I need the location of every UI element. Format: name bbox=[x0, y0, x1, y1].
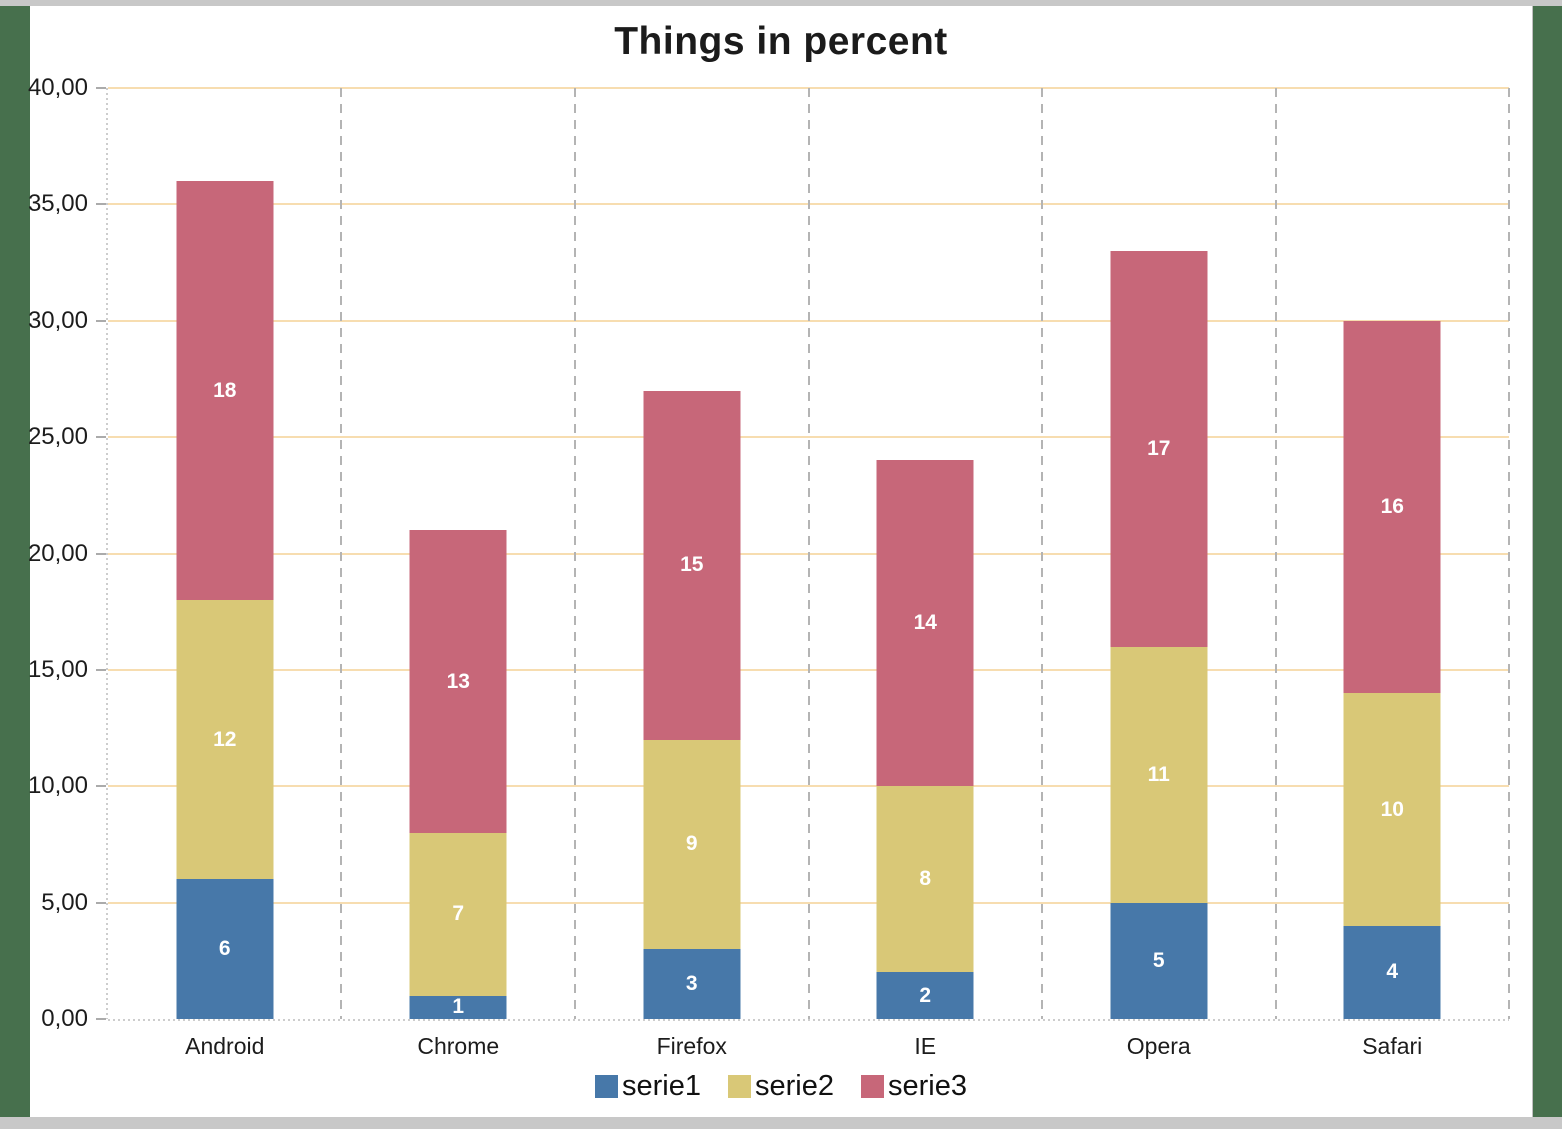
y-axis-tick bbox=[96, 552, 106, 555]
gridline-vertical bbox=[1274, 88, 1277, 1019]
bar-segment-serie2-safari: 10 bbox=[1343, 693, 1441, 926]
x-axis-category-label: Firefox bbox=[656, 1033, 727, 1059]
bar-value-label: 9 bbox=[685, 832, 698, 856]
bar-segment-serie3-android: 18 bbox=[176, 181, 274, 601]
bar-opera: 5 11 17 bbox=[1110, 250, 1208, 1019]
y-axis-tick-label: 30,00 bbox=[27, 306, 88, 334]
bar-chrome: 1 7 13 bbox=[409, 530, 507, 1019]
legend-item-serie2: serie2 bbox=[728, 1070, 834, 1103]
y-axis-tick-label: 25,00 bbox=[27, 423, 88, 451]
bar-firefox: 3 9 15 bbox=[643, 390, 741, 1019]
bar-value-label: 14 bbox=[913, 611, 937, 635]
bar-segment-serie1-android: 6 bbox=[176, 879, 274, 1019]
bar-segment-serie2-firefox: 9 bbox=[643, 739, 741, 950]
bar-safari: 4 10 16 bbox=[1343, 320, 1441, 1019]
x-axis-category-label: Safari bbox=[1362, 1033, 1423, 1059]
bar-segment-serie2-android: 12 bbox=[176, 600, 274, 880]
legend-item-serie1: serie1 bbox=[595, 1070, 701, 1103]
y-axis-tick-label: 20,00 bbox=[27, 539, 88, 567]
chart-title: Things in percent bbox=[614, 20, 948, 63]
y-axis-tick bbox=[96, 668, 106, 671]
legend: serie1 serie2 serie3 bbox=[30, 1070, 1532, 1103]
bar-value-label: 4 bbox=[1386, 960, 1399, 984]
bar-value-label: 2 bbox=[919, 983, 932, 1007]
legend-label: serie2 bbox=[755, 1070, 834, 1102]
bar-value-label: 11 bbox=[1147, 762, 1170, 786]
bottom-strip bbox=[0, 1117, 1562, 1129]
gridline-vertical bbox=[1040, 88, 1043, 1019]
bar-segment-serie3-firefox: 15 bbox=[643, 390, 741, 740]
bar-value-label: 10 bbox=[1380, 797, 1404, 821]
legend-item-serie3: serie3 bbox=[861, 1070, 967, 1103]
y-axis-tick-label: 15,00 bbox=[27, 655, 88, 683]
y-axis-tick bbox=[96, 901, 106, 904]
y-axis-tick bbox=[96, 1018, 106, 1020]
x-axis-category-label: IE bbox=[914, 1033, 937, 1059]
legend-swatch-serie2 bbox=[728, 1075, 751, 1098]
gridline-vertical bbox=[807, 88, 810, 1019]
bar-segment-serie1-ie: 2 bbox=[876, 972, 974, 1019]
y-axis-tick bbox=[96, 87, 106, 89]
gridline-vertical bbox=[1508, 88, 1510, 1019]
bar-value-label: 6 bbox=[218, 937, 231, 961]
y-axis-tick-label: 40,00 bbox=[27, 74, 88, 101]
plot-area: 0,00 5,00 10,00 15,00 20,00 25,00 30,00 35,00 40… bbox=[28, 74, 1510, 1059]
bar-segment-serie3-chrome: 13 bbox=[409, 530, 507, 833]
bar-segment-serie3-safari: 16 bbox=[1343, 320, 1441, 694]
y-axis-tick bbox=[96, 319, 106, 322]
y-axis-line bbox=[106, 88, 108, 1019]
bar-value-label: 15 bbox=[680, 553, 704, 577]
bar-segment-serie3-ie: 14 bbox=[876, 460, 974, 787]
x-axis-category-label: Opera bbox=[1126, 1033, 1191, 1059]
y-axis-tick bbox=[96, 203, 106, 206]
y-axis-tick-label: 5,00 bbox=[41, 888, 88, 916]
legend-swatch-serie1 bbox=[595, 1075, 618, 1098]
y-axis-tick bbox=[96, 436, 106, 439]
bar-value-label: 18 bbox=[213, 378, 237, 402]
bar-value-label: 17 bbox=[1147, 436, 1171, 460]
bar-segment-serie2-opera: 11 bbox=[1110, 646, 1208, 903]
bar-segment-serie3-opera: 17 bbox=[1110, 250, 1208, 647]
y-axis-tick-label: 10,00 bbox=[27, 772, 88, 800]
y-axis-tick-label: 0,00 bbox=[41, 1005, 88, 1032]
bar-ie: 2 8 14 bbox=[876, 460, 974, 1019]
bar-value-label: 5 bbox=[1152, 948, 1165, 972]
chart-canvas: Things in percent 0,00 5,00 10,00 15,00 20,0… bbox=[28, 6, 1533, 1117]
bar-value-label: 12 bbox=[213, 727, 237, 751]
bar-segment-serie2-chrome: 7 bbox=[409, 832, 507, 996]
bar-android: 6 12 18 bbox=[176, 181, 274, 1019]
bar-value-label: 1 bbox=[452, 995, 465, 1019]
bar-segment-serie1-chrome: 1 bbox=[409, 995, 507, 1019]
top-strip bbox=[0, 0, 1562, 6]
legend-swatch-serie3 bbox=[861, 1075, 884, 1098]
bar-value-label: 8 bbox=[919, 867, 932, 891]
y-axis-tick-label: 35,00 bbox=[27, 190, 88, 218]
bar-segment-serie1-opera: 5 bbox=[1110, 902, 1208, 1019]
bar-value-label: 3 bbox=[685, 972, 698, 996]
y-axis-tick bbox=[96, 785, 106, 788]
bar-value-label: 16 bbox=[1380, 494, 1404, 518]
x-axis-line bbox=[108, 1019, 1509, 1021]
legend-label: serie3 bbox=[888, 1070, 967, 1102]
bar-segment-serie2-ie: 8 bbox=[876, 786, 974, 973]
bar-value-label: 13 bbox=[446, 669, 470, 693]
legend-label: serie1 bbox=[622, 1070, 701, 1102]
x-axis-category-label: Android bbox=[185, 1033, 265, 1059]
bar-segment-serie1-safari: 4 bbox=[1343, 925, 1441, 1019]
gridline-vertical bbox=[340, 88, 343, 1019]
bar-segment-serie1-firefox: 3 bbox=[643, 949, 741, 1019]
x-axis-category-label: Chrome bbox=[417, 1033, 500, 1059]
gridline-vertical bbox=[573, 88, 576, 1019]
bar-value-label: 7 bbox=[452, 902, 465, 926]
